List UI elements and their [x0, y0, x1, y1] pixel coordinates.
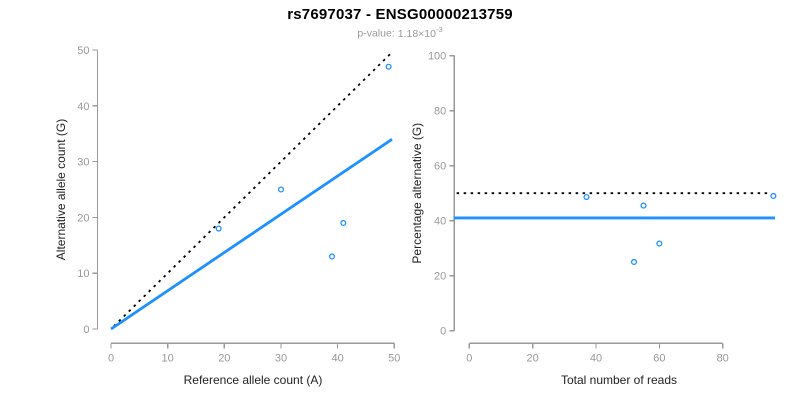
y-tick-label: 0 — [83, 324, 89, 336]
x-tick-label: 30 — [275, 352, 287, 364]
x-tick-label: 20 — [527, 352, 539, 364]
x-tick-label: 60 — [653, 352, 665, 364]
data-point — [583, 194, 590, 201]
data-point — [656, 240, 663, 247]
data-point — [770, 192, 777, 200]
percentage-panel: 0 20 40 60 80 100 0 20 40 60 80 Total number of rea… — [410, 51, 777, 387]
page-title: rs7697037 - ENSG00000213759 — [287, 6, 513, 23]
y-tick-label: 60 — [434, 161, 446, 173]
x-tick-label: 20 — [218, 352, 230, 364]
p-value-label: p-value: — [357, 27, 395, 40]
data-point — [215, 225, 222, 232]
data-point — [340, 219, 347, 227]
y-tick-label: 100 — [428, 51, 446, 63]
y-tick-label: 80 — [434, 106, 446, 118]
allele-counts-panel: 0 10 20 30 40 50 0 10 20 30 40 50 Reference allele c… — [54, 45, 400, 387]
p-value-mantissa: 1.18×10 — [397, 27, 436, 40]
data-point — [277, 186, 285, 193]
x-tick-label: 10 — [162, 352, 174, 364]
y-tick-label: 40 — [77, 101, 89, 113]
x-tick-label: 40 — [590, 352, 602, 364]
x-axis-title: Reference allele count (A) — [184, 373, 323, 387]
p-value-exponent: -3 — [435, 25, 443, 34]
identity-dotted-line — [113, 52, 392, 327]
data-point — [328, 253, 336, 260]
data-point — [640, 202, 647, 209]
x-tick-label: 40 — [332, 352, 344, 364]
data-point — [385, 63, 392, 70]
y-tick-label: 10 — [77, 268, 89, 280]
x-tick-label: 0 — [466, 352, 472, 364]
y-tick-label: 20 — [77, 212, 89, 224]
y-tick-label: 20 — [434, 271, 446, 283]
y-tick-label: 50 — [77, 45, 89, 57]
x-tick-label: 0 — [108, 352, 114, 364]
x-tick-label: 50 — [388, 352, 400, 364]
x-axis-title: Total number of reads — [561, 373, 677, 387]
y-axis-title: Percentage alternative (G) — [410, 123, 424, 264]
p-value-subtitle: p-value: 1.18×10-3 — [0, 25, 800, 40]
y-tick-label: 30 — [77, 157, 89, 169]
blue-trend-line — [110, 138, 393, 331]
y-axis-title: Alternative allele count (G) — [54, 119, 68, 260]
data-point — [630, 258, 638, 266]
y-tick-label: 40 — [434, 216, 446, 228]
y-tick-label: 0 — [440, 326, 446, 338]
x-tick-label: 80 — [717, 352, 729, 364]
